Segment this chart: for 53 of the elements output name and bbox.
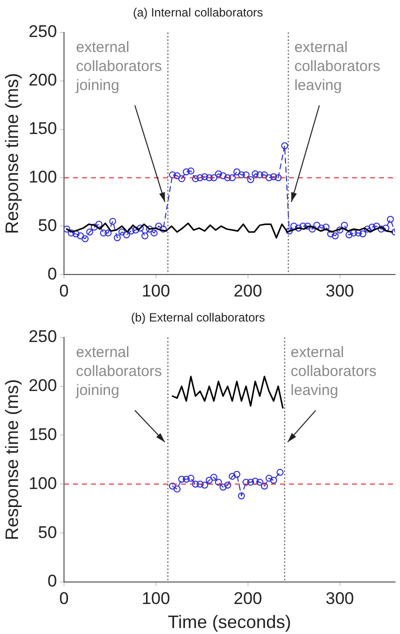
x-tick-label: 200 — [234, 588, 262, 608]
y-tick-label: 0 — [47, 572, 57, 591]
x-tick-label: 0 — [59, 588, 69, 608]
x-tick-label: 200 — [234, 281, 262, 300]
point — [196, 480, 204, 488]
point — [187, 474, 194, 482]
point — [214, 478, 222, 486]
point — [270, 476, 278, 484]
y-axis-title: Response time (ms) — [2, 379, 22, 540]
point — [201, 482, 208, 489]
y-tick-label: 150 — [28, 118, 57, 138]
y-tick-label: 200 — [28, 70, 57, 90]
point — [266, 474, 273, 482]
x-tick-label: 100 — [142, 588, 170, 608]
x-axis-title: Time (seconds) — [168, 612, 292, 632]
annotation: external collaborators joining — [74, 39, 162, 94]
point — [224, 482, 232, 489]
annotation: external collaborators leaving — [290, 344, 377, 400]
point — [174, 486, 181, 493]
x-tick-label: 300 — [326, 281, 354, 300]
y-tick-label: 250 — [28, 327, 57, 346]
point — [238, 492, 245, 500]
y-tick-label: 250 — [28, 22, 57, 42]
chart-title: (b) External collaborators — [130, 310, 266, 325]
y-tick-label: 50 — [38, 522, 57, 542]
y-tick-label: 100 — [28, 474, 57, 493]
point — [252, 478, 259, 485]
x-tick-label: 100 — [142, 281, 170, 300]
point — [220, 484, 227, 491]
y-tick-label: 150 — [28, 424, 57, 444]
x-tick-label: 300 — [326, 588, 354, 608]
y-tick-label: 200 — [28, 376, 57, 396]
y-tick-label: 0 — [47, 264, 57, 284]
point — [256, 478, 264, 486]
point — [178, 476, 186, 483]
point — [276, 468, 284, 476]
chart-title: (a) Internal collaborators — [132, 6, 264, 20]
point — [260, 482, 268, 490]
y-tick-label: 100 — [28, 167, 57, 186]
annotation: external collaborators joining — [74, 344, 162, 400]
y-tick-label: 50 — [38, 216, 57, 235]
point — [210, 474, 218, 481]
point — [247, 478, 254, 486]
point — [182, 476, 190, 483]
point — [206, 476, 213, 484]
point — [233, 470, 240, 478]
point — [192, 480, 199, 488]
point — [242, 478, 250, 486]
x-tick-label: 0 — [59, 281, 69, 300]
point — [168, 482, 176, 490]
annotation: external collaborators leaving — [294, 39, 380, 94]
point — [228, 472, 236, 480]
y-axis-title: Response time (ms) — [2, 72, 22, 234]
